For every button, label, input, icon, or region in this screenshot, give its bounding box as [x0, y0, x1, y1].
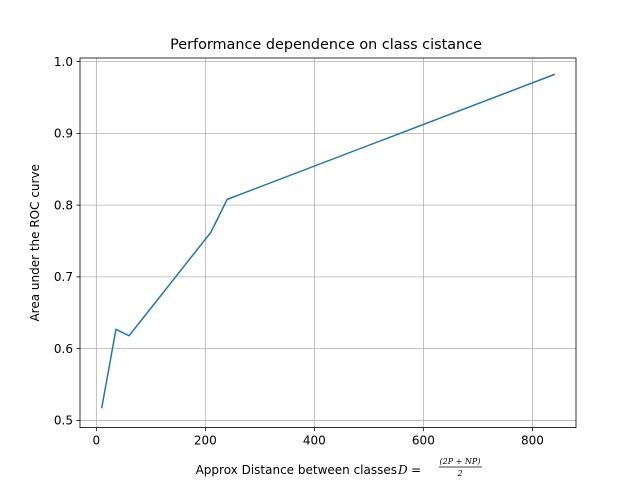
x-axis-label-math-d: D — [397, 463, 408, 477]
y-tick-label: 1.0 — [54, 55, 73, 69]
x-tick-label: 200 — [194, 434, 217, 448]
x-axis-label-math-eq: = — [411, 463, 421, 477]
grid-lines — [80, 58, 576, 428]
x-tick-label: 800 — [521, 434, 544, 448]
series-layer — [100, 73, 556, 409]
series-line — [100, 73, 556, 409]
x-axis-label-math-numerator: (2P + NP) — [440, 457, 481, 466]
axes-frame — [79, 57, 577, 429]
x-axis-label-math-denominator: 2 — [456, 469, 462, 478]
x-axis-label-text: Approx Distance between classes — [196, 463, 397, 477]
x-axis-label: Approx Distance between classes D = (2P … — [196, 457, 482, 478]
y-axis-label: Area under the ROC curve — [28, 164, 42, 321]
y-tick-label: 0.7 — [54, 270, 73, 284]
y-tick-label: 0.6 — [54, 342, 73, 356]
chart-title: Performance dependence on class cistance — [170, 37, 482, 53]
y-tick-label: 0.8 — [54, 198, 73, 212]
y-ticks: 0.5 0.6 0.7 0.8 0.9 1.0 — [54, 55, 80, 428]
x-tick-label: 400 — [303, 434, 326, 448]
y-tick-label: 0.5 — [54, 414, 73, 428]
x-tick-label: 0 — [93, 434, 101, 448]
x-ticks: 0 200 400 600 800 — [93, 427, 544, 448]
x-tick-label: 600 — [412, 434, 435, 448]
y-tick-label: 0.9 — [54, 127, 73, 141]
